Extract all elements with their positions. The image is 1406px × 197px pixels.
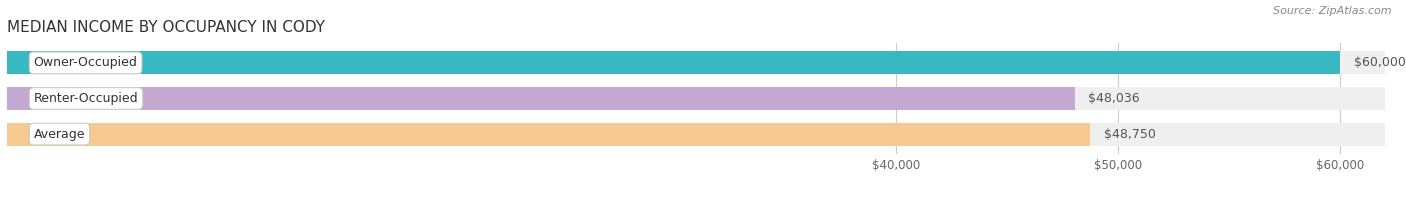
Bar: [7, 87, 1074, 110]
Bar: [7, 51, 1385, 74]
Bar: [7, 123, 1091, 146]
Text: Source: ZipAtlas.com: Source: ZipAtlas.com: [1274, 6, 1392, 16]
Text: Renter-Occupied: Renter-Occupied: [34, 92, 138, 105]
Text: Average: Average: [34, 128, 86, 141]
Bar: [7, 123, 1385, 146]
Text: $48,750: $48,750: [1104, 128, 1156, 141]
Text: MEDIAN INCOME BY OCCUPANCY IN CODY: MEDIAN INCOME BY OCCUPANCY IN CODY: [7, 20, 325, 35]
Text: Owner-Occupied: Owner-Occupied: [34, 56, 138, 69]
Text: $60,000: $60,000: [1354, 56, 1406, 69]
Bar: [7, 87, 1385, 110]
Bar: [7, 51, 1340, 74]
Text: $48,036: $48,036: [1088, 92, 1139, 105]
